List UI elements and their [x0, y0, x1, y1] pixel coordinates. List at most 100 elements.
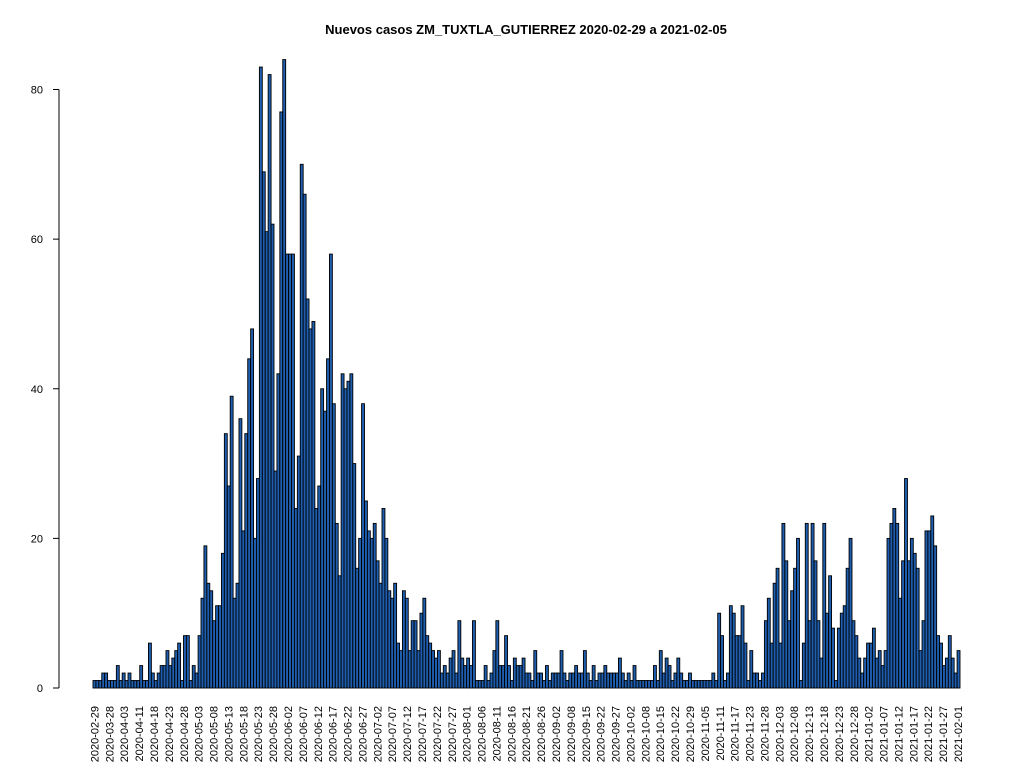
x-tick-label-57: 2021-01-27 — [938, 706, 950, 762]
x-tick-label-54: 2021-01-12 — [893, 706, 905, 762]
y-axis: 0 20 40 60 80 — [31, 85, 60, 695]
bar-8 — [115, 665, 120, 689]
x-tick-label-45: 2020-11-28 — [759, 706, 771, 761]
x-tick-label-36: 2020-10-02 — [625, 706, 637, 762]
bar-160 — [559, 650, 564, 689]
bar-141 — [504, 635, 508, 689]
bar-197 — [667, 665, 672, 689]
x-tick-label-50: 2020-12-23 — [834, 706, 846, 762]
y-tick-label-20: 20 — [31, 533, 43, 545]
x-tick-label-52: 2021-01-02 — [864, 706, 876, 762]
x-tick-label-34: 2020-09-22 — [596, 706, 608, 762]
bar-259 — [848, 537, 853, 689]
x-tick-label-4: 2020-04-18 — [149, 706, 161, 762]
bar-241 — [796, 537, 800, 689]
x-tick-label-27: 2020-08-11 — [491, 706, 503, 761]
x-tick-label-0: 2020-02-29 — [89, 706, 101, 762]
x-tick-label-46: 2020-12-03 — [774, 706, 786, 762]
bar-68 — [291, 253, 295, 689]
x-tick-label-14: 2020-06-07 — [298, 706, 310, 762]
x-tick-label-38: 2020-10-15 — [655, 706, 667, 762]
x-tick-label-41: 2020-11-05 — [700, 706, 712, 761]
bar-151 — [533, 650, 538, 689]
x-tick-label-1: 2020-03-28 — [104, 706, 116, 762]
bar-32 — [185, 635, 190, 689]
x-tick-label-24: 2020-07-27 — [447, 706, 459, 762]
bar-223 — [743, 642, 748, 689]
bar-47 — [229, 395, 234, 689]
x-axis: 2020-02-29 2020-03-28 2020-04-03 2020-04-11… — [89, 706, 965, 762]
x-tick-label-37: 2020-10-08 — [640, 706, 652, 762]
x-tick-label-19: 2020-07-02 — [372, 706, 384, 762]
bar-16 — [139, 665, 144, 689]
x-tick-label-18: 2020-06-27 — [357, 706, 369, 762]
bar-155 — [545, 665, 549, 689]
x-tick-label-42: 2020-11-11 — [715, 706, 727, 761]
x-tick-label-9: 2020-05-13 — [223, 706, 235, 762]
bar-142 — [507, 665, 511, 689]
x-tick-label-47: 2020-12-08 — [789, 706, 801, 762]
x-tick-label-33: 2020-09-15 — [581, 706, 593, 762]
x-tick-label-20: 2020-07-07 — [387, 706, 399, 762]
x-tick-label-30: 2020-08-26 — [536, 706, 548, 762]
x-tick-label-13: 2020-06-02 — [283, 706, 295, 762]
bar-103 — [393, 582, 398, 689]
bar-130 — [472, 620, 476, 689]
x-tick-label-40: 2020-10-29 — [685, 706, 697, 762]
bar-244 — [804, 522, 809, 689]
x-tick-label-48: 2020-12-13 — [804, 706, 816, 762]
y-tick-label-80: 80 — [31, 85, 43, 97]
bar-75 — [311, 320, 316, 689]
y-tick-label-0: 0 — [37, 683, 43, 695]
bar-192 — [653, 665, 657, 689]
bar-250 — [822, 522, 827, 689]
bar-29 — [177, 642, 182, 689]
bar-125 — [457, 620, 462, 689]
y-tick-label-60: 60 — [31, 234, 43, 246]
x-tick-label-32: 2020-09-08 — [566, 706, 578, 762]
x-tick-label-7: 2020-05-03 — [194, 706, 206, 762]
bar-61 — [270, 223, 275, 689]
bar-253 — [831, 627, 835, 689]
bar-225 — [749, 650, 754, 689]
bar-118 — [437, 650, 441, 689]
x-tick-label-11: 2020-05-23 — [253, 706, 265, 762]
x-tick-label-3: 2020-04-11 — [134, 706, 146, 761]
bar-194 — [658, 650, 663, 689]
x-tick-label-22: 2020-07-17 — [417, 706, 429, 762]
x-tick-label-35: 2020-09-27 — [611, 706, 623, 762]
x-tick-label-23: 2020-07-22 — [432, 706, 444, 762]
x-tick-label-21: 2020-07-12 — [402, 706, 414, 762]
x-tick-label-12: 2020-05-28 — [268, 706, 280, 762]
x-tick-label-2: 2020-04-03 — [119, 706, 131, 762]
y-tick-label-40: 40 — [31, 384, 43, 396]
x-tick-label-6: 2020-04-28 — [179, 706, 191, 762]
x-tick-label-39: 2020-10-22 — [670, 706, 682, 762]
bar-171 — [591, 665, 596, 689]
bar-134 — [483, 665, 488, 689]
x-tick-label-51: 2020-12-28 — [849, 706, 861, 762]
bar-168 — [582, 650, 587, 689]
x-tick-label-16: 2020-06-17 — [328, 706, 340, 762]
x-tick-label-25: 2020-08-01 — [462, 706, 474, 762]
bar-123 — [451, 650, 456, 689]
bar-215 — [720, 635, 725, 689]
x-tick-label-5: 2020-04-23 — [164, 706, 176, 762]
bar-288 — [933, 545, 938, 689]
x-tick-label-44: 2020-11-23 — [745, 706, 757, 761]
x-tick-label-55: 2021-01-17 — [908, 706, 920, 762]
x-tick-label-15: 2020-06-12 — [313, 706, 325, 762]
chart-title: Nuevos casos ZM_TUXTLA_GUTIERREZ 2020-02… — [325, 22, 727, 37]
bar-107 — [404, 597, 409, 689]
x-tick-label-56: 2021-01-22 — [923, 706, 935, 762]
bar-282 — [915, 567, 920, 689]
x-tick-label-28: 2020-08-16 — [506, 706, 518, 762]
bar-54 — [250, 328, 255, 689]
bar-185 — [632, 665, 637, 689]
x-tick-label-49: 2020-12-18 — [819, 706, 831, 762]
x-tick-label-43: 2020-11-17 — [730, 706, 742, 761]
bar-19 — [148, 642, 152, 689]
bar-296 — [956, 650, 961, 689]
bars-group — [92, 59, 961, 689]
